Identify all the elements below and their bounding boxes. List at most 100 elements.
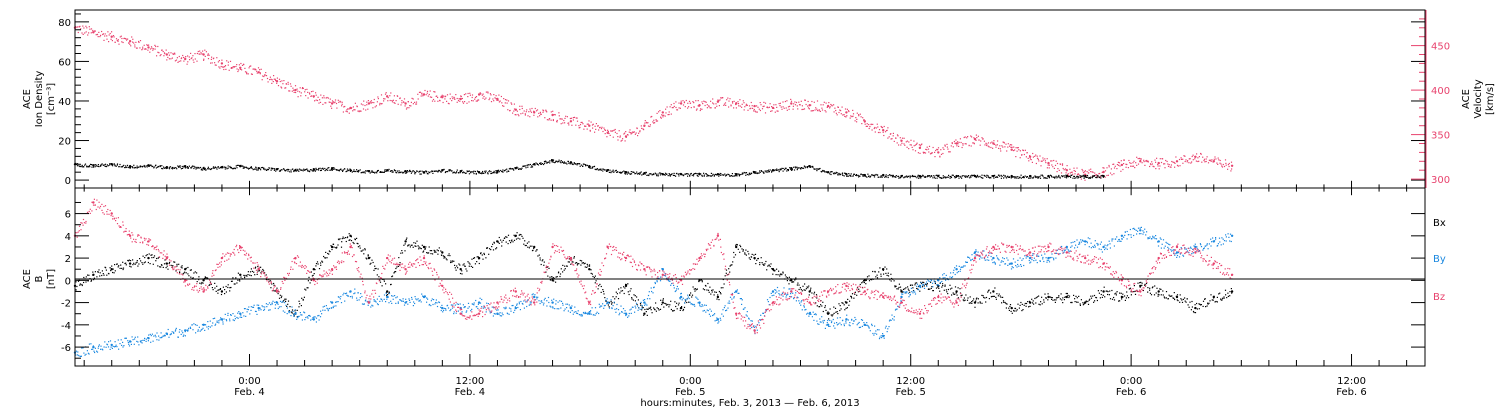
ion-density-point-14 [330, 167, 334, 170]
ion-density-ylabel: ACE Ion Density [cm⁻³] [22, 71, 57, 128]
by-point-48 [955, 268, 958, 271]
velocity-scatter [74, 25, 1233, 181]
velocity-point-56 [1102, 170, 1105, 174]
bx-point-61 [1194, 306, 1197, 310]
bz-point-47 [937, 295, 940, 299]
velocity-point-5 [165, 53, 168, 56]
b-field-ylabel-line2: B [34, 275, 45, 282]
bz-point-61 [1194, 251, 1197, 254]
bx-point-48 [955, 290, 958, 293]
x-tick-date-1: Feb. 4 [455, 387, 485, 398]
x-tick-date-3: Feb. 5 [895, 387, 925, 398]
x-tick-time-1: 12:00 [455, 376, 484, 387]
velocity-point-47 [937, 151, 940, 154]
b-tick-label: 4 [65, 232, 71, 243]
velocity-point-4 [147, 46, 150, 49]
bz-point-48 [955, 301, 958, 304]
bx-point-51 [1010, 306, 1013, 310]
by-point-26 [551, 301, 554, 304]
velocity-point-52 [1028, 155, 1032, 158]
bz-scatter [74, 198, 1233, 334]
bx-point-19 [422, 245, 426, 249]
b-field-ylabel-line1: ACE [22, 269, 33, 289]
bx-point-28 [588, 268, 591, 271]
by-point-22 [477, 301, 481, 304]
by-point-52 [1028, 256, 1032, 260]
by-point-34 [698, 301, 701, 304]
bz-point-28 [588, 301, 591, 304]
velocity-point-37 [753, 104, 756, 108]
top-panel-marks [73, 25, 1234, 181]
bz-point-43 [863, 290, 866, 293]
bottom-panel-marks [73, 198, 1234, 358]
bz-point-62 [1212, 262, 1216, 265]
bz-point-19 [422, 256, 426, 260]
bx-point-31 [643, 312, 646, 315]
bx-point-13 [312, 268, 315, 271]
x-axis-label: hours:minutes, Feb. 3, 2013 — Feb. 6, 20… [640, 398, 859, 409]
density-tick-label: 40 [58, 97, 71, 108]
bx-point-20 [441, 251, 444, 254]
x-tick-date-4: Feb. 6 [1116, 387, 1146, 398]
ion-density-ylabel-line2: Ion Density [34, 71, 45, 128]
b-tick-label: 6 [65, 210, 71, 221]
bz-point-22 [477, 312, 481, 315]
bottom-panel-frame [74, 187, 1426, 367]
bz-point-15 [349, 245, 352, 249]
b-field-ylabel-line3: [nT] [46, 269, 57, 289]
velocity-point-49 [973, 137, 977, 141]
velocity-point-12 [294, 88, 297, 92]
velocity-point-32 [661, 111, 664, 114]
legend-by: By [1433, 254, 1446, 265]
bx-point-4 [147, 256, 150, 260]
velocity-point-28 [588, 124, 591, 127]
axes-layer: 020406080300350400450-6-4-202460:00Feb. … [58, 10, 1450, 398]
velocity-ylabel-line2: Velocity [1473, 79, 1484, 118]
bx-point-49 [973, 301, 977, 304]
bx-point-18 [404, 240, 407, 243]
velocity-point-51 [1010, 148, 1013, 151]
bz-point-3 [128, 234, 132, 237]
by-point-10 [257, 306, 260, 310]
by-point-51 [1010, 262, 1013, 265]
bz-point-44 [882, 295, 885, 299]
bx-point-17 [386, 290, 389, 293]
bz-point-18 [404, 268, 407, 271]
bz-point-53 [1047, 245, 1050, 249]
velocity-point-8 [220, 62, 224, 65]
bz-point-37 [753, 329, 756, 332]
bz-point-52 [1028, 251, 1032, 254]
velocity-tick-label: 300 [1431, 175, 1450, 186]
bz-point-11 [275, 290, 279, 293]
bx-point-40 [808, 290, 811, 293]
bz-point-57 [1120, 279, 1124, 282]
bx-point-56 [1102, 290, 1105, 293]
by-point-25 [533, 295, 536, 299]
velocity-point-18 [404, 102, 407, 105]
bz-point-23 [496, 301, 499, 304]
by-point-50 [992, 256, 995, 260]
velocity-point-26 [551, 113, 554, 117]
by-point-54 [1065, 245, 1069, 249]
velocity-point-48 [955, 142, 958, 145]
bz-point-1 [92, 201, 95, 204]
velocity-point-10 [257, 71, 260, 74]
x-tick-time-3: 12:00 [896, 376, 925, 387]
by-point-20 [441, 306, 444, 310]
by-point-41 [826, 323, 830, 326]
bx-point-58 [1139, 284, 1142, 288]
b-tick-label: 0 [65, 276, 71, 287]
bx-point-9 [239, 273, 242, 276]
velocity-ylabel-line1: ACE [1461, 89, 1472, 109]
x-tick-time-0: 0:00 [238, 376, 260, 387]
by-point-45 [900, 295, 903, 299]
density-tick-label: 80 [58, 18, 71, 29]
bz-point-39 [790, 290, 793, 293]
bx-point-35 [716, 295, 720, 299]
b-field-ylabel: ACE B [nT] [22, 269, 57, 289]
bx-point-50 [992, 290, 995, 293]
bz-point-58 [1139, 290, 1142, 293]
x-tick-date-0: Feb. 4 [234, 387, 264, 398]
b-tick-label: 2 [65, 254, 71, 265]
